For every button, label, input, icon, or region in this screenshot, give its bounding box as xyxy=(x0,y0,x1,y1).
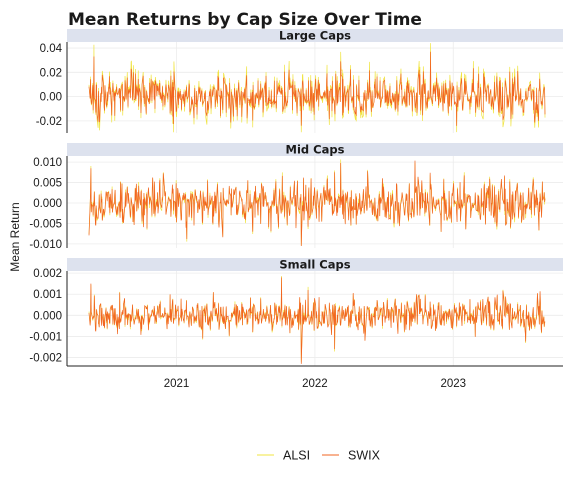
series-line-swix xyxy=(88,160,546,246)
x-tick-label: 2021 xyxy=(164,378,190,390)
strip-label: Mid Caps xyxy=(286,143,345,157)
x-axis: 2021 2022 2023 xyxy=(67,365,563,390)
y-tick-label: 0.04 xyxy=(40,43,63,55)
panel-1: Large Caps 0.04 0.02 0.00 -0.02 xyxy=(36,29,563,133)
chart-panels: Large Caps 0.04 0.02 0.00 -0.02 Mid Caps 0.010… xyxy=(29,29,563,366)
strip-label: Small Caps xyxy=(279,258,350,272)
strip-background xyxy=(67,258,563,271)
y-tick-label: -0.005 xyxy=(29,218,62,230)
x-tick-label: 2022 xyxy=(302,378,328,390)
y-tick-label: 0.005 xyxy=(33,178,62,190)
x-tick-label: 2023 xyxy=(440,378,466,390)
y-tick-label: -0.002 xyxy=(29,353,62,365)
gridlines xyxy=(67,271,563,366)
panel-2: Mid Caps 0.010 0.005 0.000 -0.005 -0.010 xyxy=(29,143,563,251)
y-tick-label: -0.001 xyxy=(29,331,62,343)
chart-title: Mean Returns by Cap Size Over Time xyxy=(68,10,422,30)
strip-background xyxy=(67,29,563,42)
y-tick-label: -0.02 xyxy=(36,116,62,128)
series-line-swix xyxy=(88,51,546,126)
y-tick-label: -0.010 xyxy=(29,239,62,251)
legend-label-swix: SWIX xyxy=(348,449,381,463)
y-tick-label: 0.000 xyxy=(33,198,62,210)
y-tick-label: 0.001 xyxy=(33,289,62,301)
y-tick-label: 0.002 xyxy=(33,268,62,280)
y-axis-label: Mean Return xyxy=(8,202,22,271)
y-tick-label: 0.000 xyxy=(33,310,62,322)
y-tick-label: 0.010 xyxy=(33,157,62,169)
y-tick-label: 0.02 xyxy=(40,67,62,79)
legend: ALSI SWIX xyxy=(257,449,381,463)
series-line-swix xyxy=(88,277,546,364)
legend-label-alsi: ALSI xyxy=(283,449,310,463)
panel-3: Small Caps 0.002 0.001 0.000 -0.001 -0.002 xyxy=(29,258,563,366)
y-tick-label: 0.00 xyxy=(40,92,62,104)
strip-label: Large Caps xyxy=(279,29,351,43)
strip-background xyxy=(67,143,563,156)
